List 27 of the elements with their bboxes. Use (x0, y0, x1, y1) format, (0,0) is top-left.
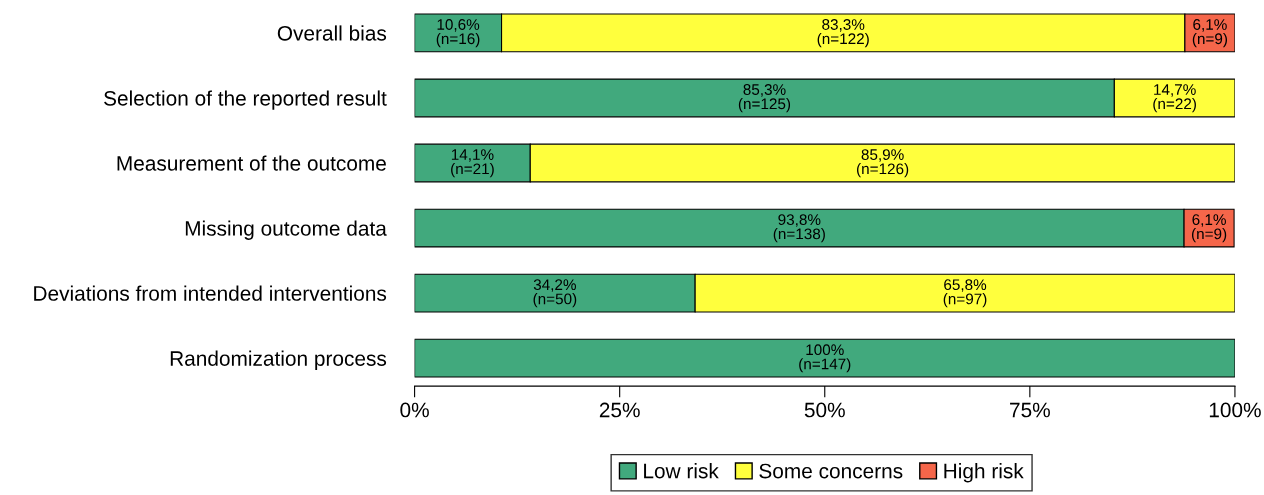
legend-label: Some concerns (759, 463, 903, 479)
data-label: 34,2% (n=50) (533, 279, 577, 308)
x-tick-label: 75% (1010, 402, 1050, 418)
y-tick-label: Missing outcome data (185, 220, 387, 240)
data-label: 14,7% (n=22) (1153, 84, 1196, 113)
data-label: 85,9% (n=126) (857, 149, 909, 178)
data-label: 93,8% (n=138) (773, 214, 825, 243)
y-tick-label: Overall bias (277, 25, 387, 41)
y-tick-label: Randomization process (170, 350, 387, 370)
x-tick-label: 25% (599, 402, 640, 418)
legend-label: High risk (944, 463, 1024, 483)
legend-label: Low risk (644, 463, 719, 479)
data-label: 100% (n=147) (799, 344, 851, 373)
x-tick-label: 0% (400, 402, 429, 418)
data-label: 14,1% (n=21) (451, 149, 494, 178)
y-tick-label: Deviations from intended interventions (34, 285, 387, 301)
data-label: 6,1% (n=9) (1192, 19, 1228, 48)
data-label: 85,3% (n=125) (738, 84, 791, 113)
data-label: 65,8% (n=97) (943, 279, 987, 308)
x-tick-label: 100% (1209, 402, 1261, 418)
y-tick-label: Selection of the reported result (104, 90, 387, 110)
data-label: 10,6% (n=16) (436, 19, 480, 48)
bar (414, 338, 1235, 378)
y-tick-label: Measurement of the outcome (117, 155, 386, 171)
data-label: 6,1% (n=9) (1191, 214, 1227, 243)
data-label: 83,3% (n=122) (817, 19, 869, 48)
x-tick-label: 50% (804, 402, 845, 418)
